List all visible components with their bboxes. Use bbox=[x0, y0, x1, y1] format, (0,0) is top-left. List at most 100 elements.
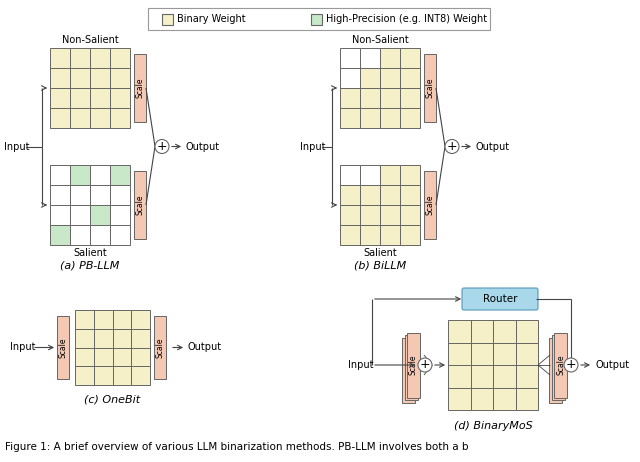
Bar bbox=[110, 165, 130, 185]
Bar bbox=[131, 366, 150, 385]
Bar bbox=[470, 320, 493, 342]
Bar bbox=[360, 68, 380, 88]
Bar bbox=[424, 171, 436, 239]
Bar bbox=[424, 54, 436, 122]
Bar bbox=[70, 48, 90, 68]
Bar bbox=[404, 335, 417, 400]
Text: Output: Output bbox=[186, 141, 220, 152]
Bar bbox=[340, 185, 360, 205]
FancyBboxPatch shape bbox=[462, 288, 538, 310]
Bar bbox=[110, 185, 130, 205]
Text: Router: Router bbox=[483, 294, 517, 304]
Bar bbox=[75, 310, 93, 329]
Bar bbox=[470, 365, 493, 388]
Text: +: + bbox=[420, 359, 430, 371]
Bar bbox=[360, 185, 380, 205]
Bar bbox=[90, 205, 110, 225]
Bar bbox=[50, 165, 70, 185]
Text: Scale: Scale bbox=[136, 195, 145, 215]
Bar bbox=[90, 48, 110, 68]
Bar bbox=[50, 88, 70, 108]
Bar bbox=[75, 347, 93, 366]
Bar bbox=[93, 366, 113, 385]
Text: Scale: Scale bbox=[156, 337, 164, 358]
Bar bbox=[549, 338, 562, 402]
Bar bbox=[360, 205, 380, 225]
Bar bbox=[148, 8, 490, 30]
Bar bbox=[493, 388, 515, 410]
Circle shape bbox=[564, 358, 578, 372]
Bar bbox=[470, 342, 493, 365]
Bar bbox=[50, 68, 70, 88]
Bar bbox=[380, 68, 400, 88]
Bar bbox=[448, 388, 470, 410]
Bar bbox=[515, 388, 538, 410]
Bar bbox=[380, 48, 400, 68]
Bar bbox=[70, 205, 90, 225]
Text: Output: Output bbox=[188, 342, 222, 353]
Bar bbox=[93, 329, 113, 347]
Bar bbox=[448, 320, 470, 342]
Bar bbox=[93, 310, 113, 329]
Bar bbox=[340, 165, 360, 185]
Bar bbox=[340, 88, 360, 108]
Bar bbox=[311, 13, 322, 24]
Bar bbox=[380, 185, 400, 205]
Bar bbox=[360, 48, 380, 68]
Bar bbox=[50, 48, 70, 68]
Bar bbox=[162, 13, 173, 24]
Text: Binary Weight: Binary Weight bbox=[177, 14, 246, 24]
Text: Scale: Scale bbox=[556, 355, 565, 375]
Bar bbox=[515, 320, 538, 342]
Bar bbox=[90, 185, 110, 205]
Bar bbox=[50, 108, 70, 128]
Bar bbox=[402, 338, 415, 402]
Text: (a) PB-LLM: (a) PB-LLM bbox=[60, 260, 120, 270]
Bar bbox=[70, 68, 90, 88]
Text: Scale: Scale bbox=[426, 78, 435, 98]
Bar bbox=[110, 225, 130, 245]
Text: High-Precision (e.g. INT8) Weight: High-Precision (e.g. INT8) Weight bbox=[326, 14, 487, 24]
Bar bbox=[110, 108, 130, 128]
Bar bbox=[470, 388, 493, 410]
Bar bbox=[131, 329, 150, 347]
Bar bbox=[400, 68, 420, 88]
Bar bbox=[554, 333, 567, 397]
Text: Figure 1: A brief overview of various LLM binarization methods. PB-LLM involves : Figure 1: A brief overview of various LL… bbox=[5, 442, 468, 452]
Bar bbox=[407, 333, 420, 397]
Bar bbox=[50, 185, 70, 205]
Bar bbox=[131, 347, 150, 366]
Bar bbox=[70, 185, 90, 205]
Bar bbox=[50, 205, 70, 225]
Text: Output: Output bbox=[595, 360, 629, 370]
Bar bbox=[134, 171, 146, 239]
Text: Input: Input bbox=[300, 141, 326, 152]
Bar bbox=[340, 108, 360, 128]
Circle shape bbox=[445, 140, 459, 153]
Bar bbox=[380, 225, 400, 245]
Bar bbox=[70, 108, 90, 128]
Bar bbox=[93, 347, 113, 366]
Bar bbox=[134, 54, 146, 122]
Bar bbox=[360, 88, 380, 108]
Bar bbox=[400, 88, 420, 108]
Bar bbox=[110, 68, 130, 88]
Circle shape bbox=[155, 140, 169, 153]
Bar bbox=[360, 165, 380, 185]
Bar bbox=[493, 342, 515, 365]
Text: +: + bbox=[447, 140, 458, 153]
Bar bbox=[448, 365, 470, 388]
Bar bbox=[400, 48, 420, 68]
Bar bbox=[493, 320, 515, 342]
Bar bbox=[90, 108, 110, 128]
Text: Scale: Scale bbox=[136, 78, 145, 98]
Bar bbox=[380, 88, 400, 108]
Bar bbox=[448, 342, 470, 365]
Bar bbox=[110, 88, 130, 108]
Bar bbox=[113, 347, 131, 366]
Text: Input: Input bbox=[4, 141, 29, 152]
Text: Scale: Scale bbox=[426, 195, 435, 215]
Bar bbox=[360, 108, 380, 128]
Bar bbox=[154, 316, 166, 379]
Bar bbox=[493, 365, 515, 388]
